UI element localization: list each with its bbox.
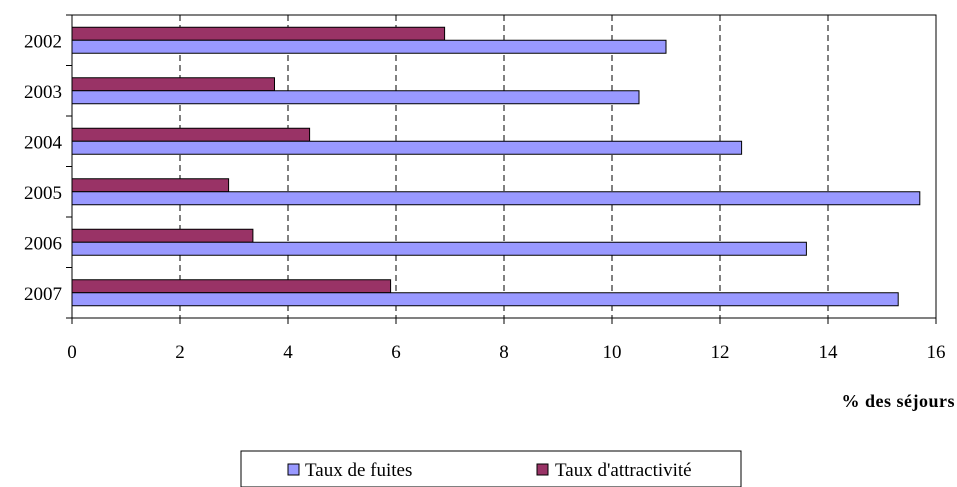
bar-attractivite-2002 xyxy=(71,26,446,41)
y-tick-label: 2007 xyxy=(24,284,62,305)
x-axis: 0 2 4 6 8 10 12 14 16 xyxy=(67,318,946,363)
legend-box xyxy=(240,450,742,487)
bar-fuites-2002 xyxy=(71,39,667,54)
y-tick-label: 2002 xyxy=(24,31,62,52)
bar-attractivite-2007 xyxy=(71,279,392,294)
bar-attractivite-2004 xyxy=(71,127,311,142)
legend-swatch-taux-d-attractivite xyxy=(536,463,549,476)
x-tick-label: 4 xyxy=(283,342,293,363)
bar-fuites-2006 xyxy=(71,241,807,256)
y-tick-label: 2006 xyxy=(24,233,62,254)
y-tick-label: 2003 xyxy=(24,82,62,103)
x-tick-label: 12 xyxy=(711,342,730,363)
x-tick-label: 10 xyxy=(603,342,622,363)
y-tick-label: 2005 xyxy=(24,183,62,204)
x-tick-label: 2 xyxy=(175,342,185,363)
x-tick-label: 16 xyxy=(927,342,946,363)
legend-label-taux-de-fuites: Taux de fuites xyxy=(305,460,412,481)
bar-attractivite-2003 xyxy=(71,77,275,92)
bar-attractivite-2005 xyxy=(71,178,230,193)
bar-fuites-2003 xyxy=(71,90,640,105)
bar-fuites-2004 xyxy=(71,140,743,155)
grid-lines xyxy=(179,15,829,318)
bars xyxy=(71,26,921,307)
x-axis-label: % des séjours xyxy=(842,391,956,411)
x-tick-label: 6 xyxy=(391,342,401,363)
bar-attractivite-2006 xyxy=(71,228,254,243)
legend-swatch-taux-de-fuites xyxy=(287,463,300,476)
y-axis: 2002 2003 2004 2005 2006 2007 xyxy=(24,14,72,319)
x-tick-label: 8 xyxy=(499,342,509,363)
bar-fuites-2005 xyxy=(71,191,921,206)
y-tick-label: 2004 xyxy=(24,132,63,153)
bar-fuites-2007 xyxy=(71,292,899,307)
x-tick-label: 14 xyxy=(819,342,839,363)
legend-label-taux-d-attractivite: Taux d'attractivité xyxy=(555,460,692,481)
x-tick-label: 0 xyxy=(67,342,77,363)
legend: Taux de fuites Taux d'attractivité xyxy=(240,450,742,487)
